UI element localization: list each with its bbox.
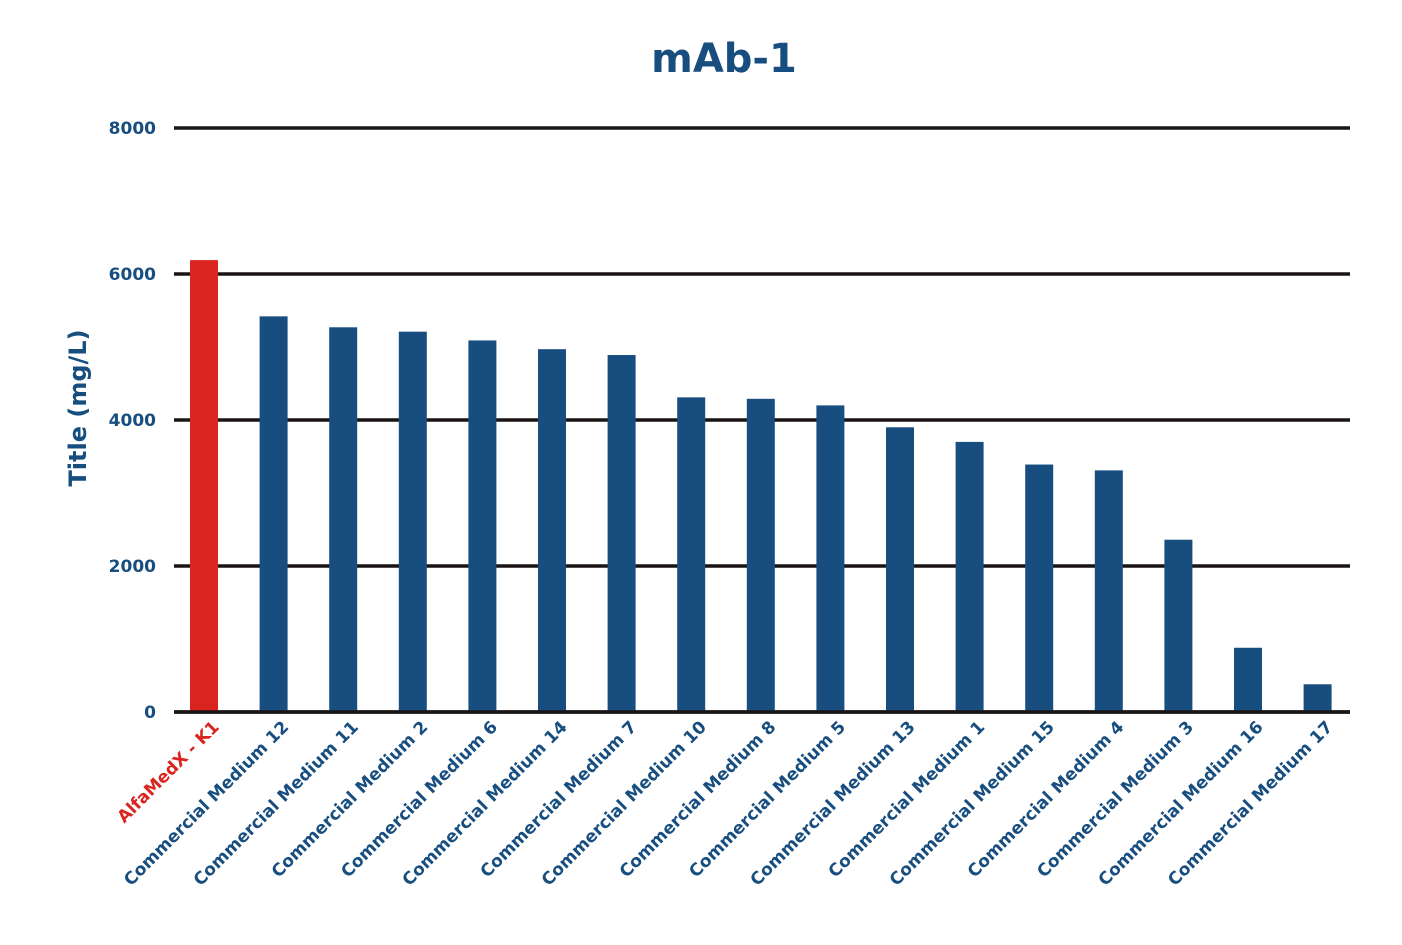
y-tick-labels: 0 2000 4000 6000 8000 [109, 119, 156, 723]
bar [607, 355, 636, 712]
y-axis-label: Title (mg/L) [64, 329, 92, 486]
bar [1164, 539, 1193, 712]
bar [538, 349, 566, 712]
y-tick-label: 4000 [109, 411, 156, 431]
bar [746, 398, 775, 712]
bar [190, 260, 218, 712]
chart-title: mAb-1 [651, 36, 797, 82]
y-tick-label: 8000 [109, 119, 156, 139]
bar [1234, 647, 1262, 712]
bar [259, 316, 288, 712]
bar [329, 327, 358, 712]
bar [1094, 470, 1123, 712]
bar [468, 340, 497, 712]
bar [1303, 684, 1332, 712]
y-tick-label: 0 [144, 703, 156, 723]
bar [886, 427, 914, 712]
y-tick-label: 2000 [109, 557, 156, 577]
bars [174, 260, 1350, 714]
bar [955, 441, 984, 712]
bar [677, 397, 706, 712]
bar [398, 331, 427, 712]
y-tick-label: 6000 [109, 265, 156, 285]
bar [816, 405, 845, 712]
bar [1025, 464, 1054, 712]
